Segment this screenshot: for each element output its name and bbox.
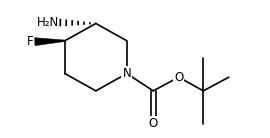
Text: O: O	[148, 117, 158, 130]
Text: O: O	[174, 71, 183, 84]
Text: H₂N: H₂N	[37, 16, 59, 29]
Text: F: F	[27, 35, 33, 48]
Polygon shape	[35, 38, 65, 46]
Text: N: N	[122, 67, 131, 80]
